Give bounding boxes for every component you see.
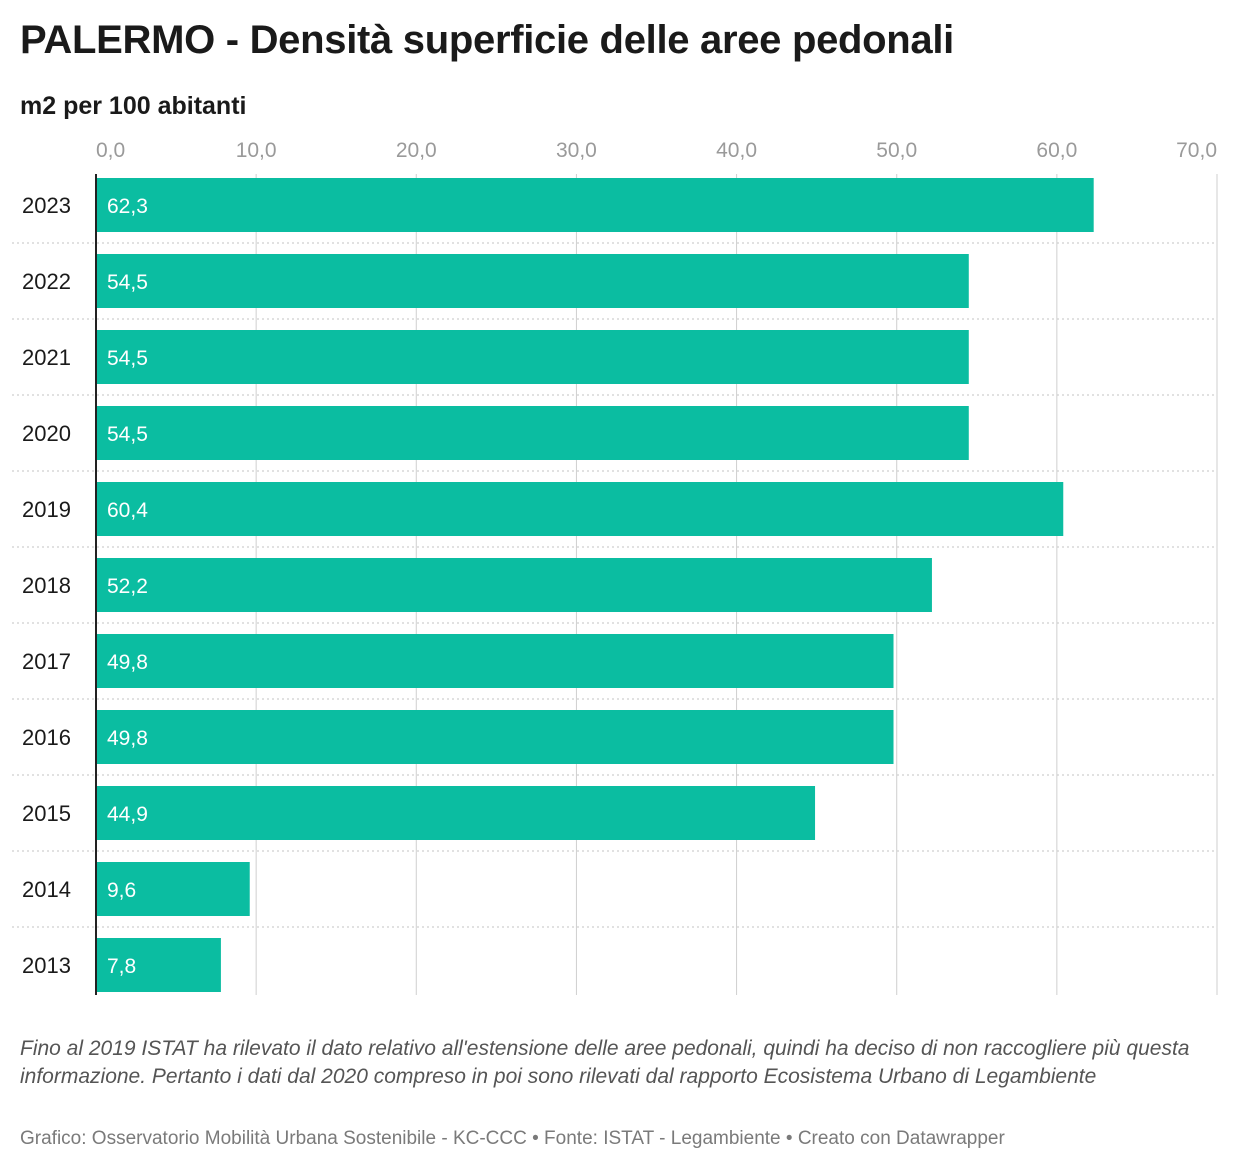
value-label: 54,5 [107, 271, 148, 294]
x-tick-label: 10,0 [236, 139, 277, 162]
bar [96, 710, 894, 764]
category-label: 2019 [22, 497, 71, 522]
value-label: 52,2 [107, 575, 148, 598]
value-label: 44,9 [107, 803, 148, 826]
value-label: 62,3 [107, 195, 148, 218]
value-label: 7,8 [107, 955, 136, 978]
bar [96, 178, 1094, 232]
category-label: 2022 [22, 269, 71, 294]
chart-notes: Fino al 2019 ISTAT ha rilevato il dato r… [20, 1037, 1190, 1088]
x-tick-label: 50,0 [876, 139, 917, 162]
x-tick-label: 0,0 [96, 139, 125, 162]
bar [96, 558, 932, 612]
category-label: 2014 [22, 877, 71, 902]
x-tick-label: 70,0 [1176, 139, 1217, 162]
bar [96, 406, 969, 460]
chart-subtitle: m2 per 100 abitanti [20, 92, 247, 120]
category-label: 2020 [22, 421, 71, 446]
value-label: 49,8 [107, 727, 148, 750]
bar [96, 938, 221, 992]
bar [96, 482, 1064, 536]
bar [96, 862, 250, 916]
category-label: 2021 [22, 345, 71, 370]
value-label: 60,4 [107, 499, 148, 522]
chart-title: PALERMO - Densità superficie delle aree … [20, 18, 954, 62]
value-label: 9,6 [107, 879, 136, 902]
category-label: 2017 [22, 649, 71, 674]
bar [96, 786, 816, 840]
category-label: 2018 [22, 573, 71, 598]
category-label: 2015 [22, 801, 71, 826]
category-label: 2016 [22, 725, 71, 750]
value-label: 54,5 [107, 423, 148, 446]
x-tick-label: 30,0 [556, 139, 597, 162]
value-label: 54,5 [107, 347, 148, 370]
chart-footer: Grafico: Osservatorio Mobilità Urbana So… [20, 1128, 1005, 1149]
category-label: 2013 [22, 953, 71, 978]
bar [96, 634, 894, 688]
x-tick-label: 20,0 [396, 139, 437, 162]
bar [96, 254, 969, 308]
value-label: 49,8 [107, 651, 148, 674]
bar [96, 330, 969, 384]
x-tick-label: 60,0 [1036, 139, 1077, 162]
x-tick-label: 40,0 [716, 139, 757, 162]
bar-chart: 0,0 10,0 20,0 30,0 40,0 50,0 60,0 70,0 2023 62,3 2… [12, 139, 1218, 995]
category-label: 2023 [22, 193, 71, 218]
